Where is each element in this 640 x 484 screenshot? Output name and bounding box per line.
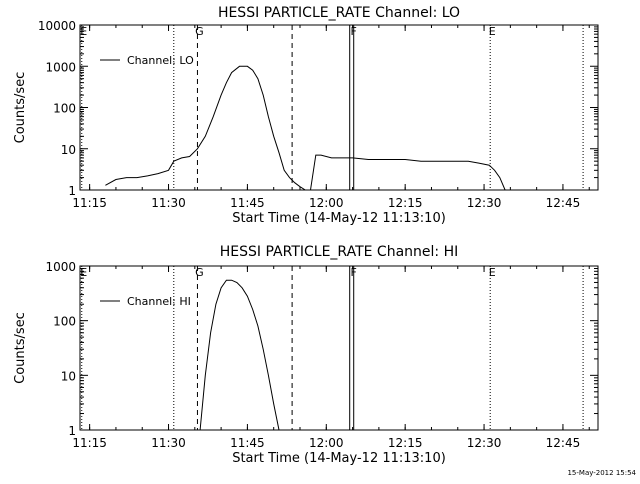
event-marker-label: F: [351, 266, 357, 279]
x-tick-label: 12:45: [546, 436, 581, 450]
event-marker-label: E: [489, 25, 496, 38]
footer-stamp: 15-May-2012 15:54: [567, 469, 636, 477]
data-series-line: [105, 65, 506, 191]
y-tick-label: 100: [53, 315, 76, 329]
x-tick-label: 11:45: [230, 196, 265, 210]
y-tick-label: 10000: [38, 19, 76, 33]
y-tick-label: 10: [61, 369, 76, 383]
legend-label: Channel: HI: [127, 295, 191, 308]
data-series-line: [199, 279, 280, 431]
x-tick-label: 12:00: [309, 436, 344, 450]
x-axis-label: Start Time (14-May-12 11:13:10): [232, 211, 446, 226]
y-tick-label: 10: [61, 143, 76, 157]
x-tick-label: 11:15: [72, 196, 107, 210]
y-axis-label: Counts/sec: [13, 72, 28, 144]
x-tick-label: 12:45: [546, 196, 581, 210]
event-marker-label: E: [489, 266, 496, 279]
chart-panel-0: HESSI PARTICLE_RATE Channel: LO 11:15 11:3…: [13, 5, 599, 226]
chart-title: HESSI PARTICLE_RATE Channel: HI: [220, 244, 458, 260]
x-tick-label: 12:30: [467, 436, 502, 450]
y-tick-label: 1000: [45, 260, 76, 274]
chart-title: HESSI PARTICLE_RATE Channel: LO: [218, 5, 460, 21]
legend-label: Channel: LO: [127, 54, 194, 67]
x-axis-label: Start Time (14-May-12 11:13:10): [232, 451, 446, 466]
x-tick-label: 12:15: [388, 196, 423, 210]
y-tick-label: 100: [53, 102, 76, 116]
chart-panel-1: HESSI PARTICLE_RATE Channel: HI 11:15 11:3…: [13, 244, 599, 466]
event-marker-label: F: [351, 25, 357, 38]
y-axis-label: Counts/sec: [13, 312, 28, 384]
y-tick-label: 1000: [45, 60, 76, 74]
x-tick-label: 12:00: [309, 196, 344, 210]
event-marker-label: G: [195, 266, 204, 279]
event-marker-label: E: [80, 266, 87, 279]
x-tick-label: 11:30: [151, 196, 186, 210]
y-tick-label: 1: [68, 424, 76, 438]
y-tick-label: 1: [68, 184, 76, 198]
event-marker-label: E: [80, 25, 87, 38]
event-marker-label: G: [195, 25, 204, 38]
x-tick-label: 11:15: [72, 436, 107, 450]
x-tick-label: 11:45: [230, 436, 265, 450]
plot-frame: [79, 265, 599, 431]
plot-frame: [79, 24, 599, 191]
x-tick-label: 11:30: [151, 436, 186, 450]
x-tick-label: 12:30: [467, 196, 502, 210]
x-tick-label: 12:15: [388, 436, 423, 450]
